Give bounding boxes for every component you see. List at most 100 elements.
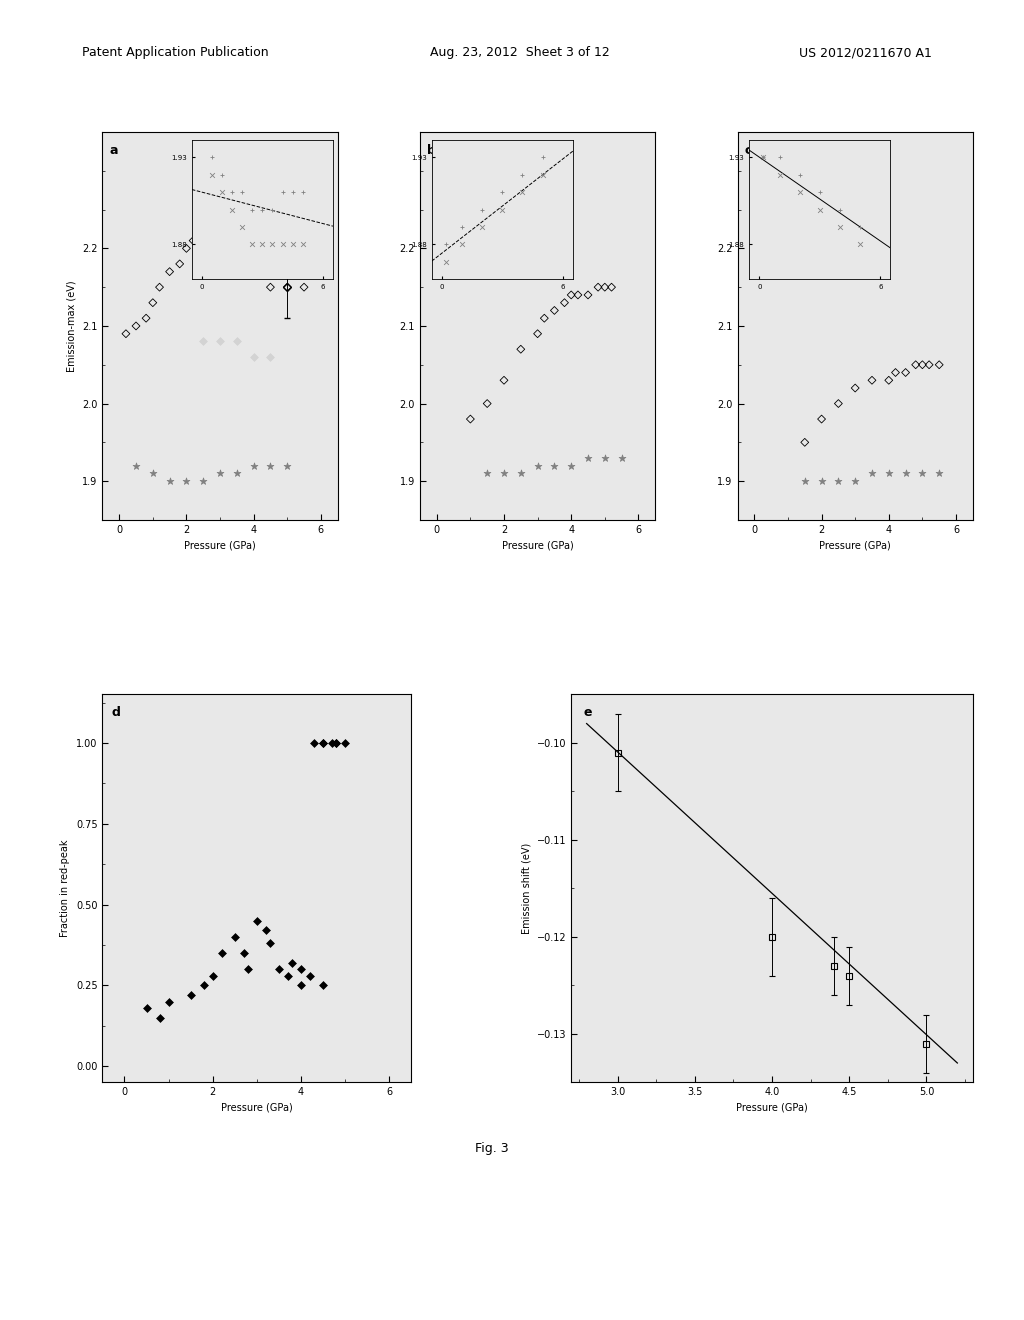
Text: c: c bbox=[744, 144, 752, 157]
Point bbox=[597, 277, 613, 298]
Point bbox=[513, 339, 529, 360]
Point bbox=[479, 463, 496, 484]
Point bbox=[914, 463, 931, 484]
Point bbox=[847, 378, 863, 399]
Point bbox=[881, 370, 897, 391]
Point bbox=[613, 447, 630, 469]
Point bbox=[202, 238, 218, 259]
Point bbox=[529, 455, 546, 477]
Point bbox=[249, 911, 265, 932]
Point bbox=[847, 470, 863, 491]
Point bbox=[262, 277, 279, 298]
Point bbox=[212, 222, 228, 243]
Point bbox=[280, 965, 296, 986]
Point bbox=[178, 470, 195, 491]
Point bbox=[246, 346, 262, 367]
Point bbox=[162, 470, 178, 491]
Point bbox=[813, 470, 829, 491]
Point bbox=[138, 308, 155, 329]
Point bbox=[228, 463, 245, 484]
Point bbox=[881, 463, 897, 484]
Point bbox=[280, 455, 296, 477]
Point bbox=[569, 284, 586, 305]
Point bbox=[228, 331, 245, 352]
Point bbox=[226, 927, 243, 948]
Point bbox=[178, 238, 195, 259]
Point bbox=[314, 733, 331, 754]
Point bbox=[284, 952, 300, 973]
Point bbox=[907, 354, 924, 375]
Point bbox=[314, 975, 331, 997]
Y-axis label: Emission shift (eV): Emission shift (eV) bbox=[521, 842, 531, 935]
Point bbox=[306, 733, 323, 754]
Point bbox=[246, 230, 262, 251]
Point bbox=[171, 253, 187, 275]
Point bbox=[590, 277, 606, 298]
Point bbox=[128, 455, 144, 477]
Point bbox=[262, 346, 279, 367]
Point bbox=[897, 463, 913, 484]
Point bbox=[563, 455, 580, 477]
Point bbox=[931, 463, 947, 484]
Point bbox=[257, 920, 273, 941]
Point bbox=[152, 277, 168, 298]
Point bbox=[830, 470, 847, 491]
Point bbox=[314, 733, 331, 754]
Point bbox=[240, 958, 256, 979]
Text: d: d bbox=[112, 706, 121, 719]
X-axis label: Pressure (GPa): Pressure (GPa) bbox=[184, 540, 256, 550]
Point bbox=[864, 463, 881, 484]
Point bbox=[246, 455, 262, 477]
Point bbox=[205, 965, 221, 986]
Point bbox=[262, 455, 279, 477]
Point bbox=[337, 733, 353, 754]
Point bbox=[556, 292, 572, 313]
Point bbox=[597, 447, 613, 469]
Point bbox=[797, 432, 813, 453]
Point bbox=[546, 455, 562, 477]
Point bbox=[195, 222, 211, 243]
Point bbox=[603, 277, 620, 298]
Point bbox=[144, 292, 161, 313]
Point bbox=[161, 991, 177, 1012]
Point bbox=[479, 393, 496, 414]
Point bbox=[212, 463, 228, 484]
Point bbox=[218, 215, 234, 236]
Point bbox=[162, 261, 178, 282]
Point bbox=[144, 463, 161, 484]
Point bbox=[212, 331, 228, 352]
Point bbox=[152, 1007, 168, 1028]
Point bbox=[580, 447, 596, 469]
Text: Aug. 23, 2012  Sheet 3 of 12: Aug. 23, 2012 Sheet 3 of 12 bbox=[430, 46, 610, 59]
Point bbox=[302, 965, 318, 986]
Point bbox=[118, 323, 134, 345]
Point bbox=[513, 463, 529, 484]
Text: b: b bbox=[427, 144, 436, 157]
Point bbox=[293, 975, 309, 997]
Point bbox=[296, 277, 312, 298]
Point bbox=[830, 393, 847, 414]
Point bbox=[496, 463, 512, 484]
Point bbox=[262, 933, 279, 954]
Point bbox=[328, 733, 344, 754]
Point bbox=[324, 733, 340, 754]
Y-axis label: Fraction in red-peak: Fraction in red-peak bbox=[60, 840, 71, 937]
Point bbox=[897, 362, 913, 383]
Point bbox=[239, 222, 255, 243]
Text: Fig. 3: Fig. 3 bbox=[475, 1142, 508, 1155]
Point bbox=[797, 470, 813, 491]
X-axis label: Pressure (GPa): Pressure (GPa) bbox=[221, 1102, 293, 1113]
Point bbox=[128, 315, 144, 337]
Point bbox=[280, 277, 296, 298]
Text: a: a bbox=[110, 144, 118, 157]
Point bbox=[328, 733, 344, 754]
Point bbox=[931, 354, 947, 375]
Point bbox=[921, 354, 937, 375]
Y-axis label: Emission-max (eV): Emission-max (eV) bbox=[67, 280, 77, 372]
X-axis label: Pressure (GPa): Pressure (GPa) bbox=[502, 540, 573, 550]
Point bbox=[529, 323, 546, 345]
Point bbox=[563, 284, 580, 305]
Point bbox=[196, 975, 212, 997]
Point bbox=[195, 331, 211, 352]
X-axis label: Pressure (GPa): Pressure (GPa) bbox=[736, 1102, 808, 1113]
